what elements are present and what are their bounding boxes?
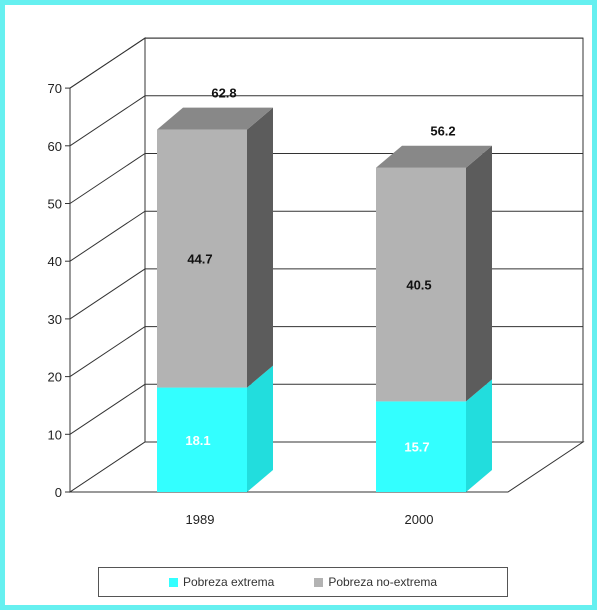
total-label-1989: 62.8 (211, 86, 236, 101)
side-wall (69, 37, 146, 493)
data-label-no-extrema-1989: 44.7 (187, 252, 212, 267)
legend-label-extrema: Pobreza extrema (182, 575, 275, 589)
stacked-bar-chart: 0 10 20 30 40 50 60 70 18.1 44.7 62.8 15.7 40.5 56.2… (48, 37, 585, 527)
y-tick-label: 50 (48, 197, 62, 212)
bar-1989-extrema-side (247, 365, 273, 492)
x-category-label-2000: 2000 (405, 512, 434, 527)
gridline (69, 37, 583, 89)
bar-2000-extrema-front (376, 401, 466, 492)
legend-swatch-extrema (168, 577, 178, 587)
y-tick-label: 60 (48, 139, 62, 154)
bar-2000-extrema-side (466, 379, 492, 492)
legend-item-extrema: Pobreza extrema (168, 575, 275, 589)
y-tick-label: 40 (48, 254, 62, 269)
gridline (69, 95, 583, 147)
y-tick-label: 0 (55, 485, 62, 500)
legend-label-no-extrema: Pobreza no-extrema (328, 575, 438, 589)
data-label-extrema-2000: 15.7 (404, 440, 429, 455)
bar-2000-no-extrema-front (376, 167, 466, 402)
chart-walls (68, 37, 585, 493)
bar-1989-top (157, 107, 273, 130)
bar-1989-extrema-front (157, 387, 247, 492)
data-label-extrema-1989: 18.1 (185, 433, 210, 448)
y-tick-label: 70 (48, 81, 62, 96)
bar-2000-top (376, 145, 492, 168)
y-tick-label: 10 (48, 427, 62, 442)
floor (68, 441, 585, 493)
data-label-no-extrema-2000: 40.5 (406, 278, 431, 293)
legend-item-no-extrema: Pobreza no-extrema (314, 575, 437, 589)
total-label-2000: 56.2 (430, 124, 455, 139)
legend: Pobreza extrema Pobreza no-extrema (98, 567, 508, 597)
y-axis: 0 10 20 30 40 50 60 70 (48, 81, 71, 500)
bar-1989-no-extrema-front (157, 129, 247, 388)
y-tick-label: 20 (48, 370, 62, 385)
x-axis: 1989 2000 (186, 512, 434, 527)
bar-2000-no-extrema-side (466, 145, 492, 402)
bars (157, 107, 492, 492)
y-tick-label: 30 (48, 312, 62, 327)
data-labels: 18.1 44.7 62.8 15.7 40.5 56.2 (185, 86, 455, 455)
bar-1989-no-extrema-side (247, 107, 273, 388)
legend-swatch-no-extrema (314, 577, 324, 587)
x-category-label-1989: 1989 (186, 512, 215, 527)
